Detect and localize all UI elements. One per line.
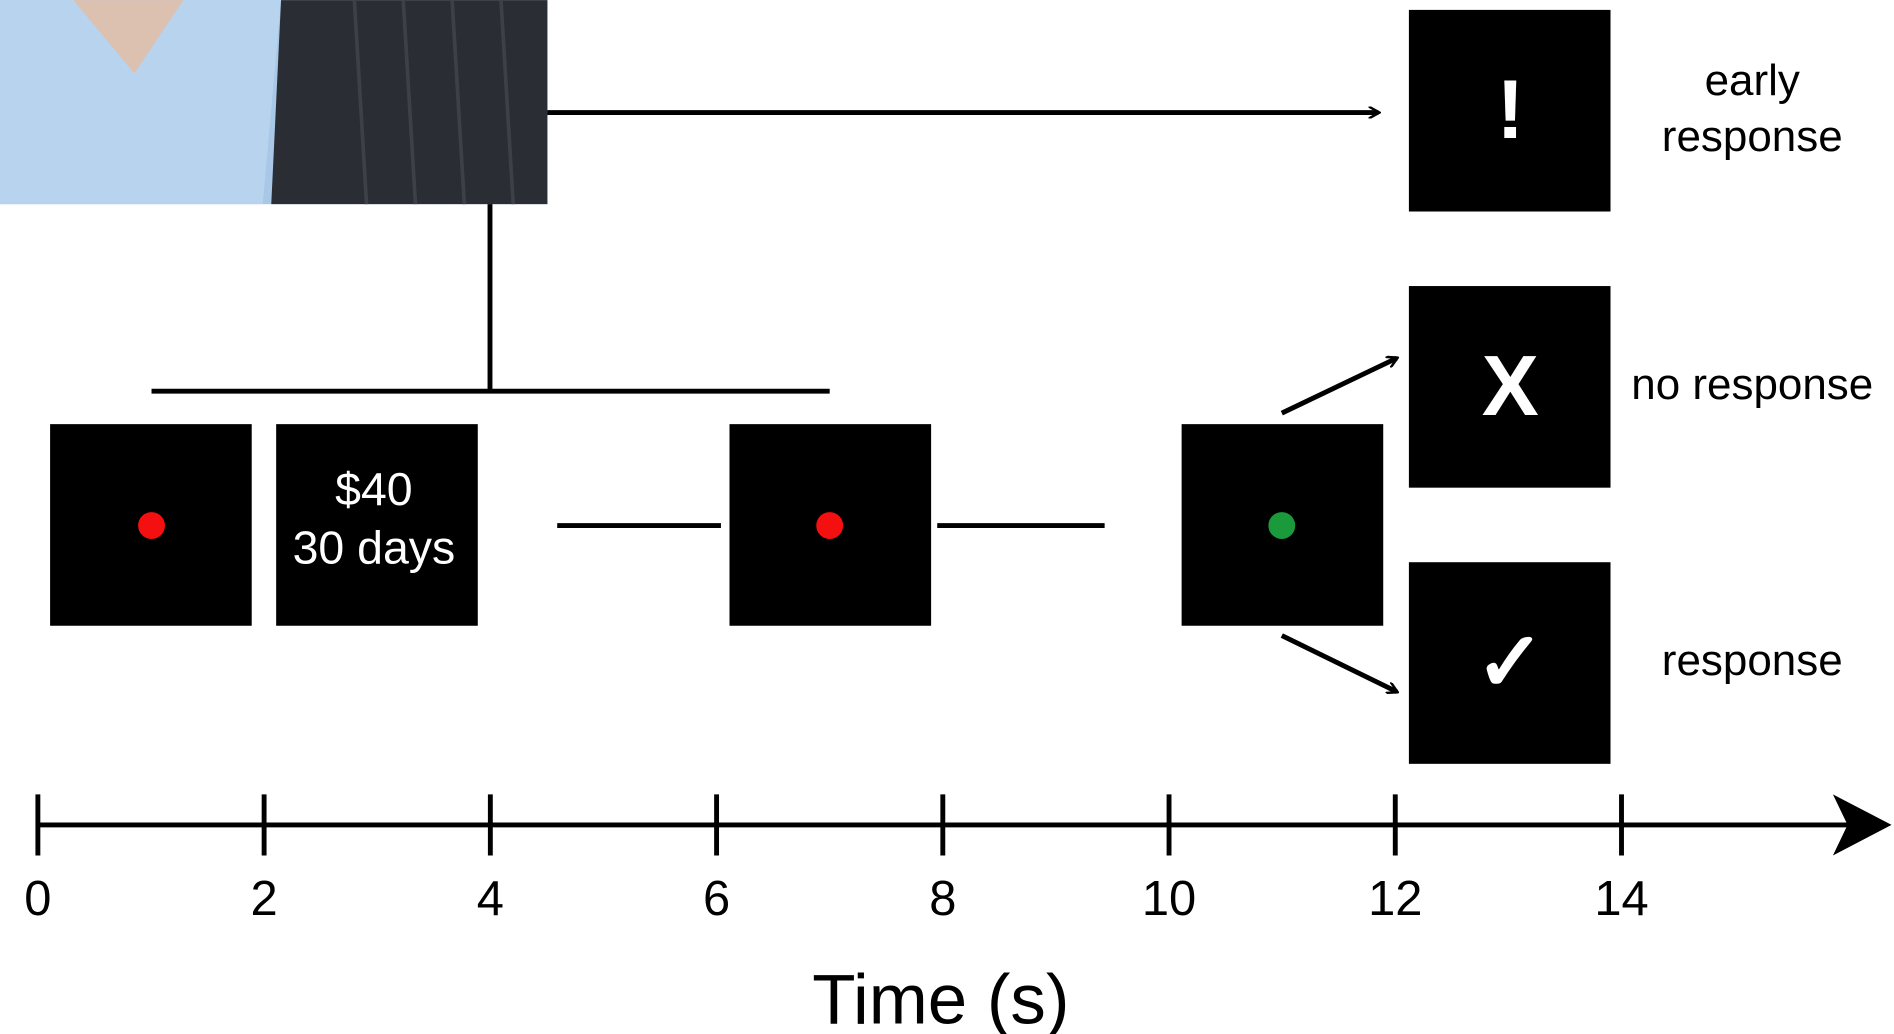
- outcome-screen: [1408, 286, 1611, 488]
- tick-label: 2: [251, 872, 278, 926]
- tick-label: 10: [1142, 872, 1196, 926]
- red-dot: [138, 512, 165, 539]
- tick-label: 8: [929, 872, 956, 926]
- outcome-screen: [1408, 9, 1611, 212]
- tick-label: 6: [703, 872, 730, 926]
- tick-label: 0: [24, 872, 51, 926]
- photo: [0, 0, 548, 205]
- green-dot: [1268, 512, 1296, 539]
- arrow: [1280, 633, 1397, 692]
- tick-label: 4: [477, 872, 504, 926]
- outcome-label: response: [1662, 112, 1843, 161]
- axis-title: Time (s): [812, 960, 1069, 1034]
- outcome-symbol: ✓: [1475, 615, 1545, 708]
- axis-arrowhead: [1832, 794, 1892, 856]
- red-dot: [816, 512, 844, 539]
- outcome-label: response: [1662, 636, 1843, 685]
- tick-label: 14: [1594, 872, 1648, 926]
- arrow: [1280, 358, 1397, 416]
- tick-label: 12: [1368, 872, 1422, 926]
- outcome-label: early: [1705, 56, 1800, 105]
- offer-amount: $40: [335, 463, 412, 515]
- offer-delay: 30 days: [293, 521, 456, 573]
- offer-screen: [276, 424, 478, 626]
- outcome-symbol: !: [1496, 63, 1524, 156]
- outcome-symbol: X: [1482, 339, 1539, 434]
- outcome-label: no response: [1631, 360, 1873, 409]
- outcome-screen: [1408, 562, 1611, 764]
